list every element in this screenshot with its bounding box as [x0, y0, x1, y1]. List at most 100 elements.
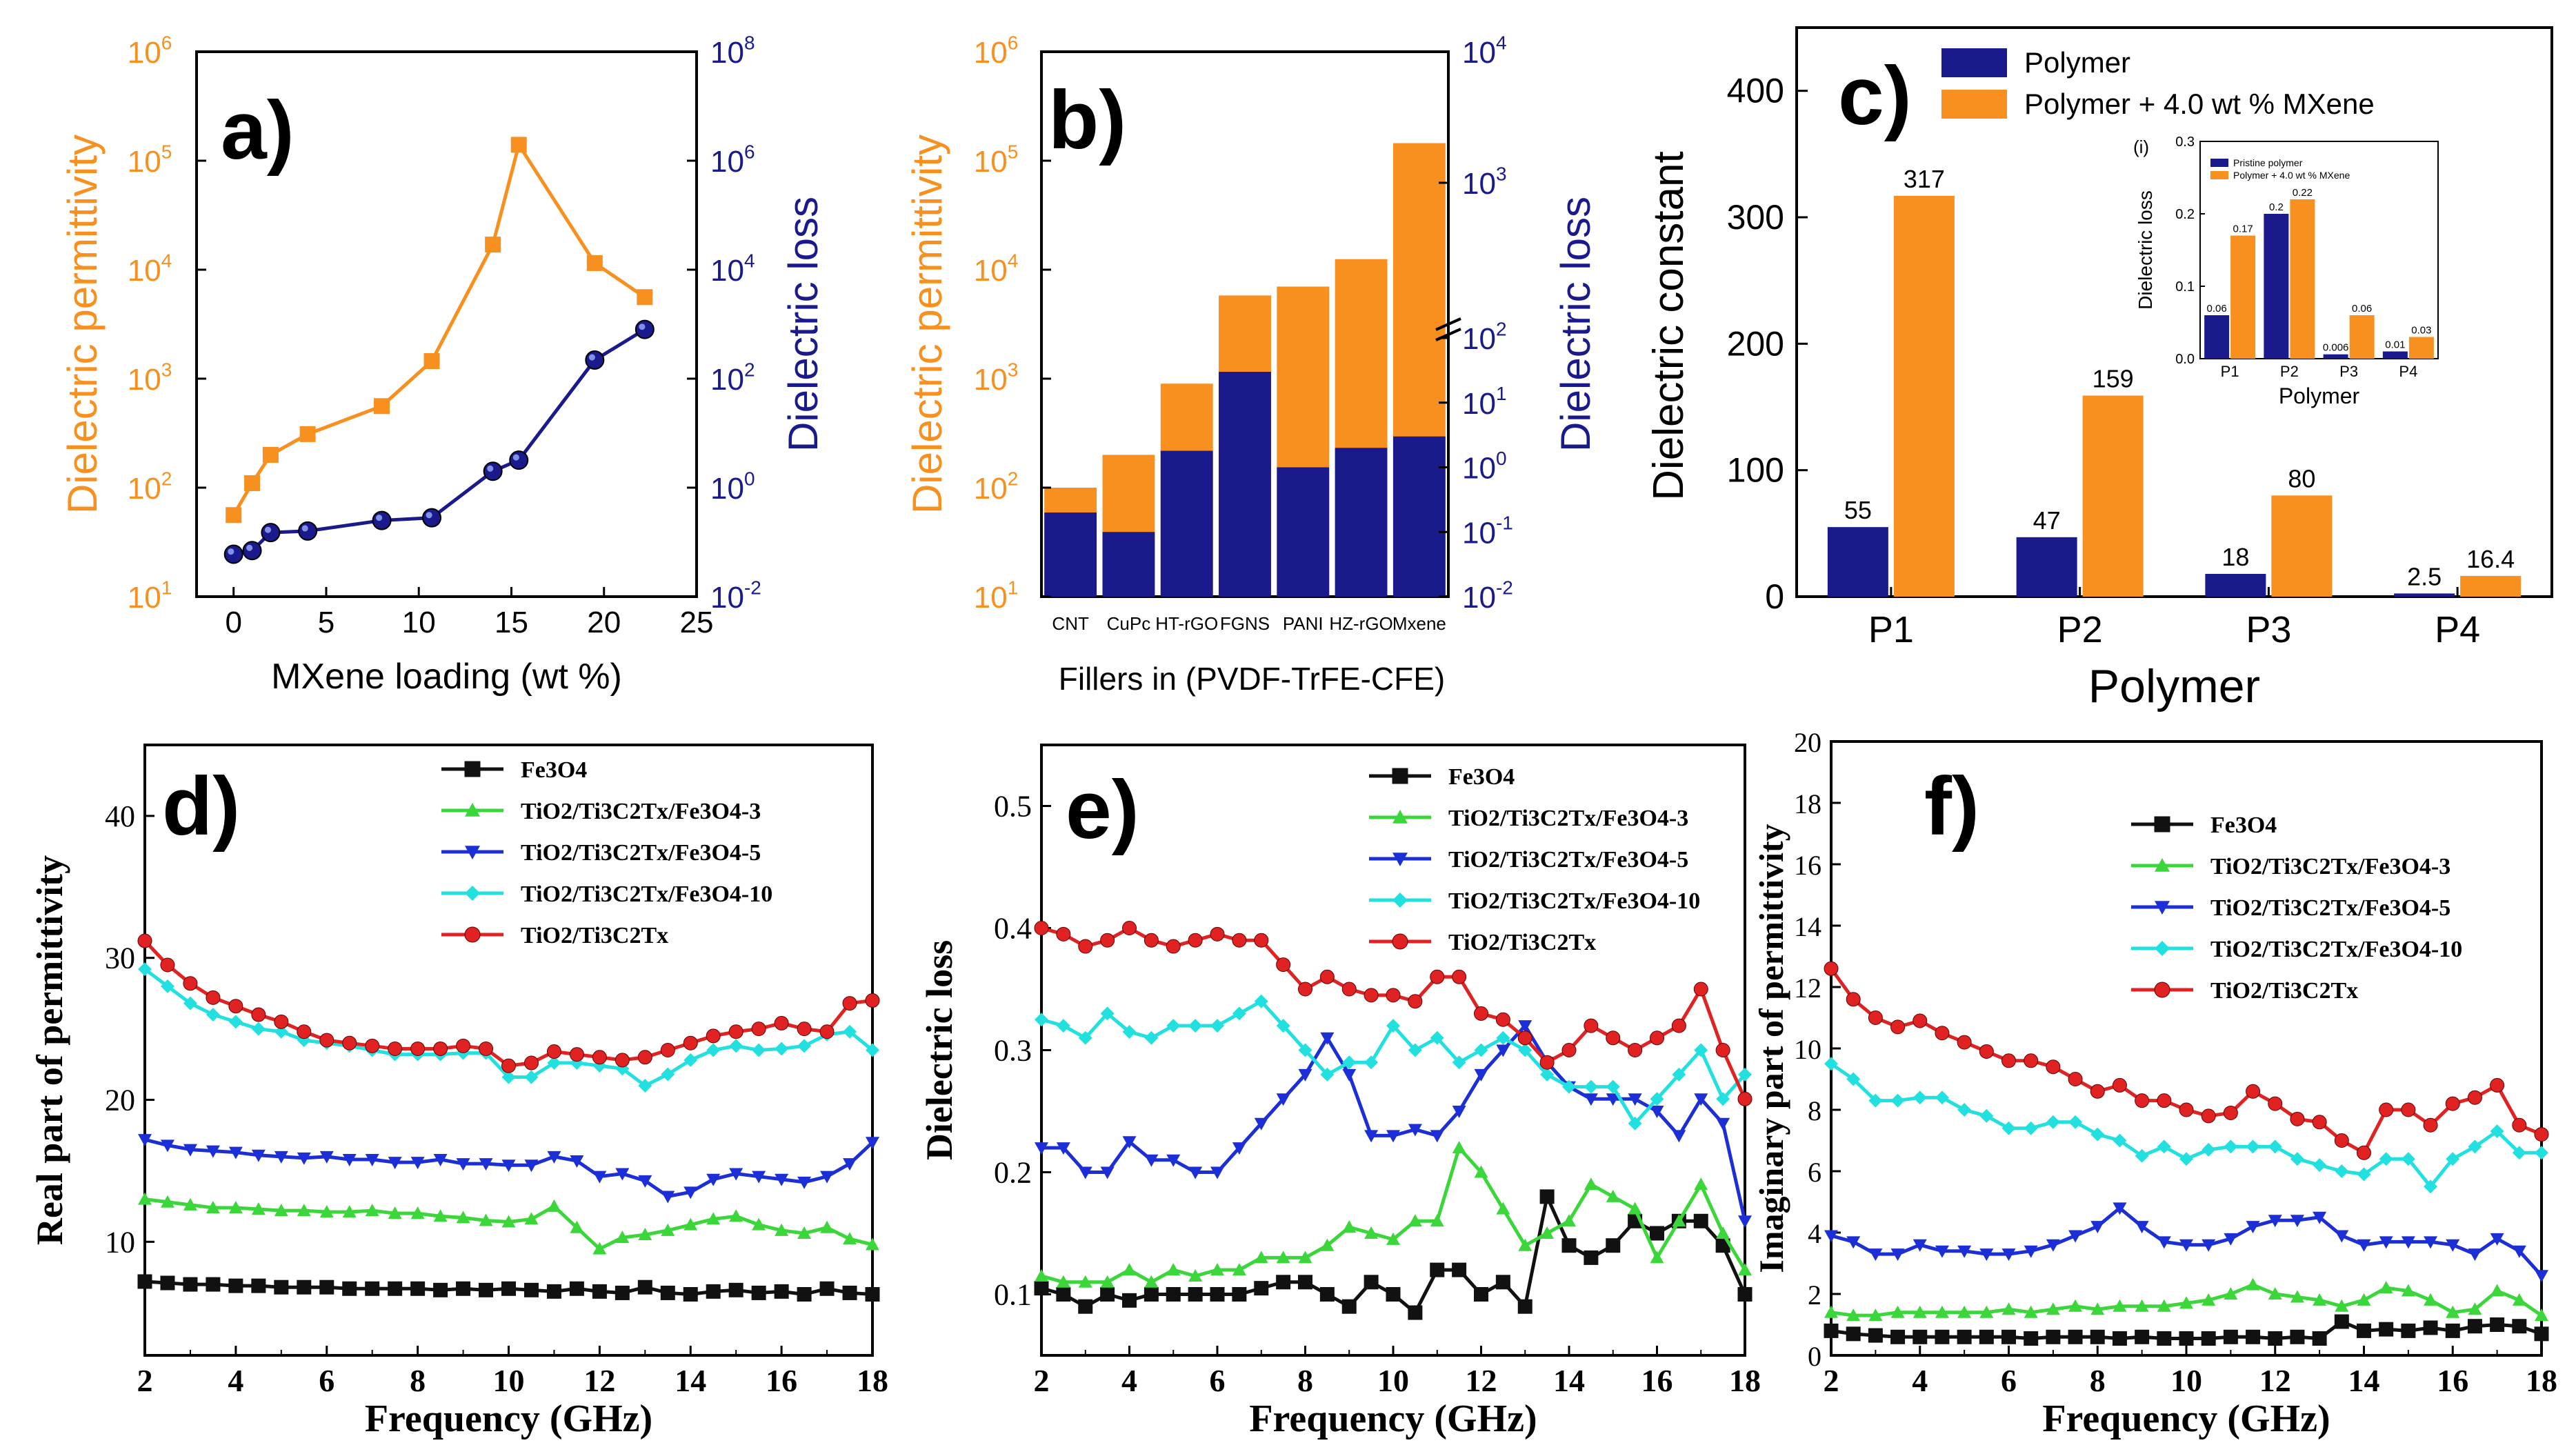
series-2-point [1694, 1093, 1708, 1106]
series-4-point [751, 1022, 766, 1037]
series-0-point [319, 1279, 335, 1295]
series-2-point [2090, 1221, 2105, 1234]
series-4-point [365, 1038, 380, 1053]
series-3-point [2424, 1179, 2438, 1194]
y-right-tick-label-base: 10 [710, 363, 744, 397]
legend-marker [465, 846, 480, 859]
series-2-point [1386, 1130, 1400, 1143]
x-tick-label: 12 [2259, 1363, 2291, 1398]
y-left-tick-label: 103 [974, 359, 1019, 397]
series-0-point [228, 1278, 243, 1293]
panel-label: c) [1838, 50, 1912, 142]
series-2-point [2446, 1239, 2460, 1252]
series-1-point [342, 1205, 357, 1218]
series-2-point [547, 1151, 561, 1164]
series-4-point [479, 1041, 494, 1056]
series-0-point [1319, 1287, 1335, 1302]
series-2-point [866, 1137, 879, 1150]
series-4-point [456, 1038, 471, 1053]
series-0-point [706, 1284, 721, 1299]
y-tick-label: 40 [105, 799, 135, 833]
category-label: HT-rGO [1155, 613, 1218, 634]
x-axis-label: Frequency (GHz) [365, 1397, 652, 1440]
series-0-point [1957, 1329, 1972, 1344]
series-1-point [2379, 1281, 2393, 1294]
y-left-tick-label-exponent: 5 [1008, 141, 1019, 162]
series-2-point [775, 1173, 789, 1186]
series-3-point [2135, 1148, 2149, 1163]
series-2-point [1846, 1236, 1861, 1249]
series-1-point [2446, 1305, 2460, 1318]
series-0-point [2423, 1320, 2438, 1335]
series-3-point [2512, 1146, 2526, 1160]
series-0-point [1430, 1262, 1445, 1277]
series-2-point [138, 1134, 152, 1147]
y-right-tick-label: 103 [1462, 163, 1507, 201]
y-right-tick-label: 100 [710, 468, 755, 506]
series-4-point [388, 1041, 403, 1056]
series-1-point [456, 1211, 470, 1224]
series-4-point [865, 993, 880, 1008]
y-left-tick-label: 104 [974, 250, 1019, 288]
series-1-point [2224, 1287, 2238, 1299]
panel-label: b) [1048, 74, 1126, 166]
series-0-point [1364, 1275, 1379, 1290]
series-1-point [683, 1217, 698, 1231]
series-0-point [183, 1277, 198, 1292]
series-1-point [2001, 1302, 2016, 1315]
series-1-point [752, 1217, 766, 1231]
inset-category-label: P2 [2280, 363, 2299, 380]
inset-legend-swatch [2210, 171, 2228, 179]
series-2-point [274, 1151, 288, 1164]
series-0-point [774, 1284, 789, 1299]
series-4-point [2357, 1145, 2371, 1160]
y-right-tick-label-base: 10 [710, 145, 744, 179]
y-left-tick-label: 105 [974, 141, 1019, 179]
series-0-point [751, 1285, 766, 1300]
y-left-tick-label-base: 10 [128, 581, 161, 615]
series-0-point [1474, 1287, 1488, 1302]
series-4-point [2201, 1108, 2216, 1124]
y-right-tick-label-exponent: 6 [744, 141, 755, 162]
series-0-point [2445, 1323, 2460, 1338]
series-0-point [388, 1281, 403, 1296]
series-2-point [319, 1151, 334, 1164]
series-1-point [1824, 1305, 1838, 1318]
series-0-point [485, 237, 501, 253]
series-1-point [2201, 1293, 2216, 1306]
series-4-point [1979, 1044, 1994, 1059]
panel-label: a) [221, 84, 294, 177]
series-4-point [1341, 982, 1357, 997]
series-1-point [1672, 1214, 1686, 1227]
series-4-point [1846, 992, 1861, 1007]
series-0-point [586, 255, 603, 271]
series-2-point [1979, 1248, 1994, 1262]
series-2-point [297, 1152, 311, 1165]
series-1-point [298, 521, 318, 541]
series-1-point [1518, 1238, 1532, 1251]
series-3-point [2024, 1121, 2038, 1135]
series-3-point [274, 1024, 288, 1039]
series-2-point [1957, 1245, 1972, 1258]
series-0-point [244, 475, 261, 491]
series-1-point [1232, 1263, 1246, 1276]
panel-f: 2 4 6 8 10 12 14 16 1802468101214161820Frequency… [1752, 727, 2557, 1440]
series-1-point [2512, 1293, 2526, 1306]
inset-bar-pristine [2323, 354, 2348, 359]
x-axis-label: MXene loading (wt %) [271, 657, 622, 697]
y-right-tick-label: 100 [1462, 448, 1507, 486]
series-4-point [1935, 1026, 1950, 1041]
inset-bar-pristine [2264, 214, 2289, 359]
series-3-point [1979, 1108, 1994, 1123]
series-3-point [1232, 1006, 1246, 1021]
series-1-point [2135, 1299, 2149, 1312]
series-1-point [160, 1195, 174, 1208]
y-tick-label: 0 [1808, 1341, 1821, 1372]
series-2-point [388, 1157, 402, 1170]
category-label: Mxene [1392, 613, 1446, 634]
inset-bar-value-label: 0.06 [2352, 303, 2372, 315]
legend-marker [464, 926, 481, 943]
series-2-point [410, 1157, 425, 1170]
series-0-point [137, 1274, 152, 1289]
